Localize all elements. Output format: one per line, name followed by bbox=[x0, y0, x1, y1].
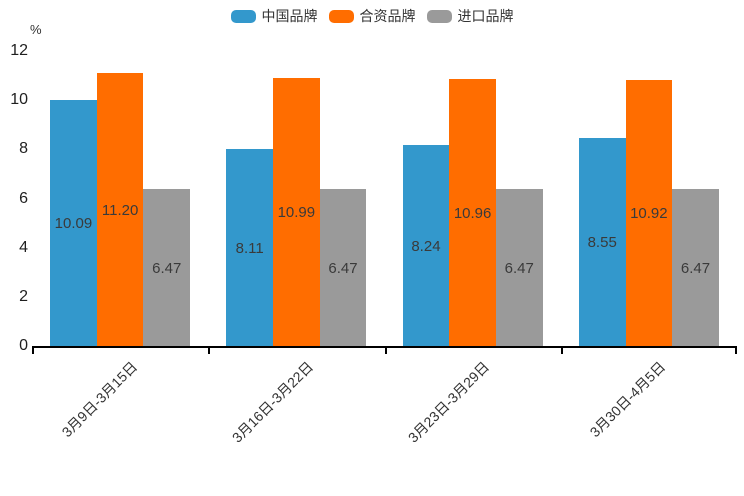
legend-label: 进口品牌 bbox=[457, 8, 514, 24]
legend-item[interactable]: 进口品牌 bbox=[426, 7, 514, 25]
bar-value-label: 10.09 bbox=[54, 215, 93, 233]
bar[interactable]: 10.99 bbox=[273, 77, 320, 348]
bar-value-label: 6.47 bbox=[328, 259, 358, 277]
bar[interactable]: 6.47 bbox=[672, 188, 719, 348]
legend-item[interactable]: 合资品牌 bbox=[328, 7, 416, 25]
bar[interactable]: 8.11 bbox=[226, 148, 274, 348]
y-tick-label: 10 bbox=[10, 91, 28, 109]
bar[interactable]: 6.47 bbox=[495, 188, 543, 348]
chart-legend: 中国品牌 合资品牌 进口品牌 bbox=[0, 7, 744, 25]
bar[interactable]: 11.20 bbox=[96, 72, 144, 348]
bar[interactable]: 6.47 bbox=[143, 188, 191, 348]
bar-value-label: 8.11 bbox=[235, 239, 264, 257]
bar[interactable]: 10.96 bbox=[449, 78, 496, 348]
bar-value-label: 10.92 bbox=[630, 205, 668, 223]
bar-value-label: 6.47 bbox=[152, 259, 182, 277]
bar-value-label: 10.99 bbox=[277, 204, 316, 222]
x-axis-label: 3月30日-4月5日 bbox=[586, 358, 669, 441]
y-tick-label: 0 bbox=[19, 337, 28, 354]
bar[interactable]: 10.09 bbox=[50, 99, 97, 348]
x-axis-label: 3月16日-3月22日 bbox=[228, 358, 317, 446]
bar[interactable]: 8.55 bbox=[578, 137, 626, 348]
bar-value-label: 6.47 bbox=[680, 259, 711, 277]
y-tick-label: 12 bbox=[10, 42, 28, 60]
y-tick-label: 4 bbox=[19, 238, 28, 256]
bar-value-label: 6.47 bbox=[504, 259, 534, 277]
x-axis-tick bbox=[32, 346, 34, 354]
x-axis-tick bbox=[384, 346, 387, 354]
x-axis-tick bbox=[735, 346, 737, 354]
bar[interactable]: 10.92 bbox=[625, 79, 673, 348]
bar-value-label: 8.55 bbox=[587, 234, 617, 252]
y-axis-unit-label: % bbox=[30, 22, 42, 37]
legend-label: 合资品牌 bbox=[359, 8, 416, 24]
bar-value-label: 10.96 bbox=[453, 204, 492, 222]
bar[interactable]: 6.47 bbox=[319, 188, 367, 348]
y-tick-label: 8 bbox=[19, 140, 28, 158]
legend-swatch-icon bbox=[230, 9, 256, 23]
bar-value-label: 8.24 bbox=[411, 238, 441, 256]
x-axis-tick bbox=[208, 346, 211, 354]
legend-label: 中国品牌 bbox=[261, 8, 318, 24]
y-tick-label: 6 bbox=[19, 189, 28, 207]
x-axis-label: 3月9日-3月15日 bbox=[58, 358, 140, 441]
legend-item[interactable]: 中国品牌 bbox=[230, 7, 318, 25]
legend-swatch-icon bbox=[328, 9, 354, 23]
legend-swatch-icon bbox=[426, 9, 452, 23]
x-axis-label: 3月23日-3月29日 bbox=[405, 358, 493, 446]
y-tick-label: 2 bbox=[19, 287, 28, 305]
bar-value-label: 11.20 bbox=[101, 201, 139, 219]
x-axis-tick bbox=[560, 346, 563, 354]
bar[interactable]: 8.24 bbox=[402, 145, 450, 348]
